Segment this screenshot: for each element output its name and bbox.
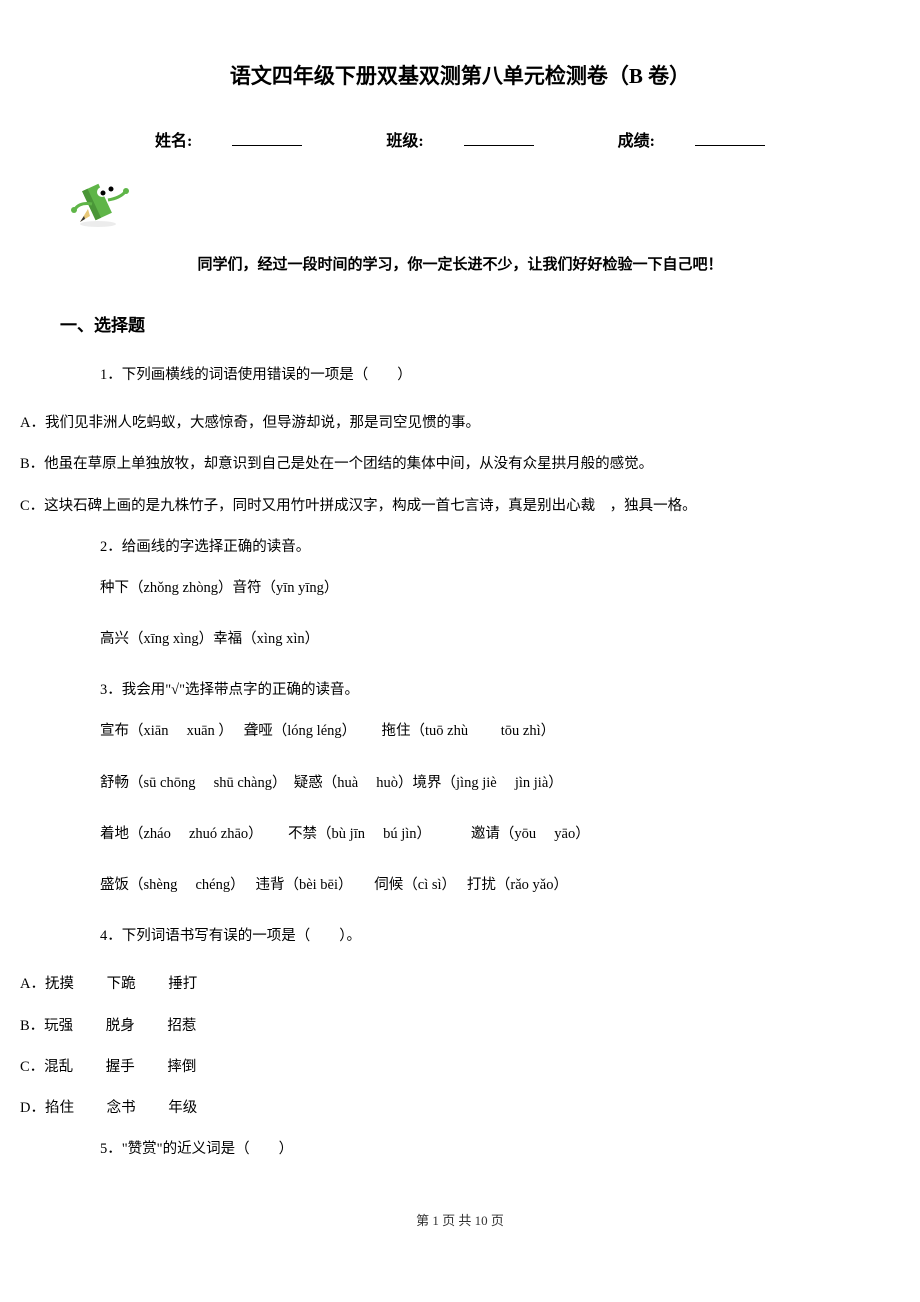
name-blank [232, 130, 302, 146]
q4-option-d: D．掐住 念书 年级 [20, 1097, 860, 1120]
question-2: 2．给画线的字选择正确的读音。 种下（zhǒng zhòng）音符（yīn yī… [100, 536, 860, 652]
q1-option-a: A．我们见非洲人吃蚂蚁，大感惊奇，但导游却说，那是司空见惯的事。 [20, 412, 860, 435]
question-5-text: 5．"赞赏"的近义词是（ ） [100, 1138, 860, 1161]
question-4-text: 4．下列词语书写有误的一项是（ ）。 [100, 925, 860, 948]
greeting-text: 同学们，经过一段时间的学习，你一定长进不少，让我们好好检验一下自己吧！ [60, 253, 860, 277]
question-3-text: 3．我会用"√"选择带点字的正确的读音。 [100, 679, 860, 702]
q3-line-2: 舒畅（sū chōng shū chàng） 疑惑（huà huò）境界（jìn… [100, 772, 860, 795]
question-2-text: 2．给画线的字选择正确的读音。 [100, 536, 860, 559]
pencil-cartoon-icon [60, 174, 860, 238]
q3-line-4: 盛饭（shèng chéng） 违背（bèi bēi） 伺候（cì sì） 打扰… [100, 874, 860, 897]
q4-option-b: B．玩强 脱身 招惹 [20, 1015, 860, 1038]
section-1-title: 一、选择题 [60, 312, 860, 339]
question-1: 1．下列画横线的词语使用错误的一项是（ ） [100, 364, 860, 387]
page-footer: 第 1 页 共 10 页 [60, 1211, 860, 1232]
q3-line-1: 宣布（xiān xuān ） 聋哑（lóng léng） 拖住（tuō zhù … [100, 720, 860, 743]
class-blank [464, 130, 534, 146]
score-blank [695, 130, 765, 146]
q3-line-3: 着地（zháo zhuó zhāo） 不禁（bù jīn bú jìn） 邀请（… [100, 823, 860, 846]
question-3: 3．我会用"√"选择带点字的正确的读音。 宣布（xiān xuān ） 聋哑（l… [100, 679, 860, 897]
score-label: 成绩: [598, 133, 785, 150]
q4-option-a: A．抚摸 下跪 捶打 [20, 973, 860, 996]
question-4: 4．下列词语书写有误的一项是（ ）。 [100, 925, 860, 948]
q1-option-b: B．他虽在草原上单独放牧，却意识到自己是处在一个团结的集体中间，从没有众星拱月般… [20, 453, 860, 476]
q4-option-c: C．混乱 握手 摔倒 [20, 1056, 860, 1079]
q2-line-1: 种下（zhǒng zhòng）音符（yīn yīng） [100, 577, 860, 600]
name-label: 姓名: [135, 133, 322, 150]
q2-line-2: 高兴（xīng xìng）幸福（xìng xìn） [100, 628, 860, 651]
document-title: 语文四年级下册双基双测第八单元检测卷（B 卷） [60, 60, 860, 94]
question-5: 5．"赞赏"的近义词是（ ） [100, 1138, 860, 1161]
q1-option-c: C．这块石碑上画的是九株竹子，同时又用竹叶拼成汉字，构成一首七言诗，真是别出心裁… [20, 495, 860, 518]
class-label: 班级: [366, 133, 553, 150]
student-info-line: 姓名: 班级: 成绩: [60, 129, 860, 155]
question-1-text: 1．下列画横线的词语使用错误的一项是（ ） [100, 364, 860, 387]
